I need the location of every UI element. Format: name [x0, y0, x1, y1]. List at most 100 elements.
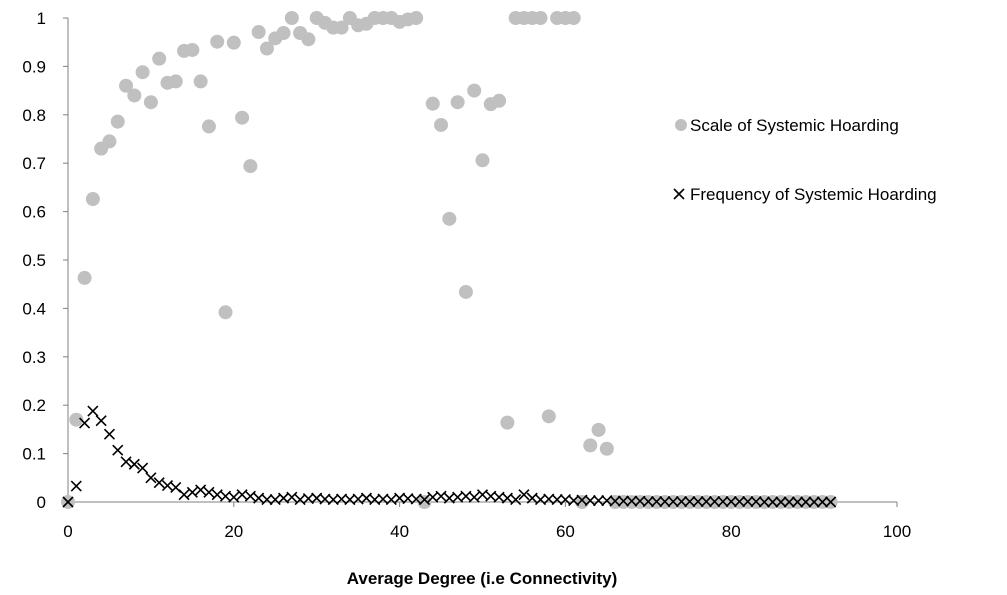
- x-tick-label: 60: [556, 522, 575, 541]
- y-tick-label: 0.7: [22, 154, 46, 173]
- scale-point: [85, 192, 100, 207]
- y-tick-label: 0.9: [22, 57, 46, 76]
- frequency-point: [543, 493, 555, 505]
- scale-point: [185, 42, 200, 57]
- frequency-point: [783, 496, 795, 508]
- scale-point: [77, 270, 92, 285]
- frequency-point: [319, 493, 331, 505]
- y-axis: 0 0.1 0.2 0.3 0.4 0.5 0.6 0.7 0.8 0.9 1: [22, 9, 69, 512]
- y-tick-label: 0.6: [22, 203, 46, 222]
- scale-point: [301, 32, 316, 47]
- frequency-point: [336, 493, 348, 505]
- frequency-point: [410, 493, 422, 505]
- series-frequency-of-systemic-hoarding: [62, 405, 837, 508]
- frequency-point: [87, 405, 99, 417]
- frequency-point: [592, 494, 605, 507]
- scale-point: [541, 409, 556, 424]
- frequency-point: [369, 494, 381, 506]
- scale-point: [467, 83, 482, 98]
- frequency-point: [800, 496, 812, 508]
- scale-point: [533, 11, 548, 25]
- frequency-point: [684, 495, 696, 508]
- frequency-point: [228, 491, 240, 503]
- scale-point: [110, 114, 125, 129]
- frequency-point: [709, 495, 721, 508]
- frequency-point: [551, 494, 563, 506]
- scale-point: [442, 211, 457, 226]
- x-tick-label: 80: [722, 522, 741, 541]
- frequency-point: [79, 417, 91, 429]
- frequency-point: [402, 493, 414, 505]
- scale-point: [334, 20, 349, 35]
- y-tick-label: 0.3: [22, 348, 46, 367]
- frequency-point: [692, 495, 704, 508]
- y-tick-label: 1: [37, 9, 46, 28]
- frequency-point: [70, 480, 82, 492]
- frequency-point: [377, 493, 389, 505]
- scale-point: [251, 25, 266, 40]
- frequency-point: [153, 477, 165, 489]
- frequency-point: [659, 495, 671, 508]
- frequency-point: [675, 495, 688, 508]
- frequency-point: [195, 484, 207, 496]
- legend-label-scale: Scale of Systemic Hoarding: [690, 116, 899, 135]
- frequency-point: [178, 489, 190, 501]
- scale-point: [425, 96, 440, 111]
- frequency-point: [568, 494, 580, 507]
- frequency-point: [435, 490, 447, 502]
- frequency-point: [244, 490, 256, 502]
- scale-point: [152, 51, 167, 66]
- x-tick-label: 100: [883, 522, 911, 541]
- frequency-point: [617, 495, 629, 507]
- scale-point: [284, 11, 299, 25]
- y-tick-label: 0.2: [22, 396, 46, 415]
- x-axis-title: Average Degree (i.e Connectivity): [347, 569, 618, 588]
- frequency-point: [642, 495, 654, 508]
- y-tick-group: 0 0.1 0.2 0.3 0.4 0.5 0.6 0.7 0.8 0.9 1: [22, 9, 68, 512]
- frequency-point: [601, 494, 613, 507]
- frequency-point: [667, 495, 679, 508]
- frequency-point: [626, 495, 638, 507]
- frequency-point: [584, 494, 596, 507]
- x-tick-label: 20: [224, 522, 243, 541]
- legend-item-scale: Scale of Systemic Hoarding: [675, 116, 899, 135]
- scale-point: [475, 153, 490, 168]
- scale-point: [168, 74, 183, 89]
- frequency-point: [418, 494, 431, 506]
- series-scale-of-systemic-hoarding: [61, 11, 838, 509]
- scale-point: [566, 11, 581, 25]
- frequency-point: [767, 496, 779, 508]
- scale-point: [409, 11, 424, 25]
- frequency-point: [203, 486, 215, 498]
- frequency-point: [808, 496, 820, 508]
- frequency-point: [510, 494, 522, 506]
- legend-marker-x: [673, 188, 685, 200]
- scale-point: [583, 438, 598, 453]
- scale-point: [119, 78, 134, 93]
- scale-point: [127, 88, 142, 103]
- scale-point: [218, 305, 233, 320]
- scale-point: [226, 35, 241, 50]
- y-tick-label: 0.4: [22, 299, 46, 318]
- frequency-point: [758, 496, 770, 508]
- frequency-point: [742, 495, 754, 508]
- frequency-point: [609, 495, 621, 507]
- frequency-point: [186, 486, 198, 498]
- frequency-point: [651, 495, 663, 508]
- scale-point: [417, 495, 432, 509]
- frequency-point: [394, 492, 406, 504]
- frequency-point: [733, 495, 746, 508]
- scale-point: [599, 441, 614, 456]
- scale-point: [210, 34, 225, 49]
- legend-label-frequency: Frequency of Systemic Hoarding: [690, 185, 937, 204]
- frequency-point: [128, 458, 140, 470]
- frequency-point: [775, 496, 787, 508]
- frequency-point: [286, 491, 298, 503]
- frequency-point: [62, 496, 74, 508]
- frequency-point: [634, 495, 646, 507]
- scale-point: [591, 422, 606, 437]
- frequency-point: [534, 494, 547, 506]
- scale-point: [69, 412, 84, 427]
- frequency-point: [750, 495, 762, 508]
- plot-area: [61, 11, 838, 509]
